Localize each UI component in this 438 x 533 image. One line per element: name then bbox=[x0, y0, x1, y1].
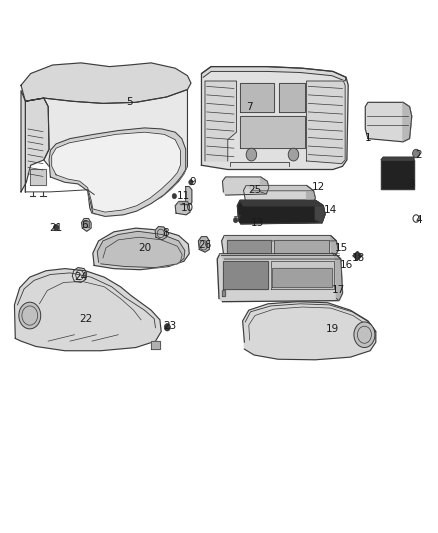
Circle shape bbox=[164, 324, 170, 331]
Text: 13: 13 bbox=[251, 219, 264, 228]
Text: 25: 25 bbox=[248, 185, 261, 195]
Polygon shape bbox=[271, 261, 334, 289]
Polygon shape bbox=[93, 228, 189, 270]
Text: 11: 11 bbox=[177, 191, 190, 200]
Text: 9: 9 bbox=[189, 177, 196, 187]
Polygon shape bbox=[353, 252, 362, 260]
Polygon shape bbox=[25, 90, 187, 216]
Polygon shape bbox=[217, 254, 343, 302]
Polygon shape bbox=[222, 236, 338, 257]
Polygon shape bbox=[307, 185, 315, 204]
Polygon shape bbox=[81, 219, 91, 231]
Polygon shape bbox=[222, 290, 225, 296]
Polygon shape bbox=[240, 200, 323, 206]
Polygon shape bbox=[335, 254, 343, 301]
Polygon shape bbox=[186, 187, 192, 205]
Polygon shape bbox=[49, 128, 186, 216]
Circle shape bbox=[53, 224, 59, 231]
Text: 20: 20 bbox=[138, 244, 151, 253]
Circle shape bbox=[246, 148, 257, 161]
Polygon shape bbox=[274, 240, 329, 253]
Polygon shape bbox=[381, 160, 414, 189]
Polygon shape bbox=[307, 81, 345, 164]
Polygon shape bbox=[201, 67, 346, 81]
Polygon shape bbox=[365, 102, 412, 142]
Text: 7: 7 bbox=[246, 102, 253, 111]
Polygon shape bbox=[179, 201, 189, 205]
Text: 22: 22 bbox=[79, 314, 92, 324]
Polygon shape bbox=[244, 185, 315, 205]
Polygon shape bbox=[52, 132, 180, 212]
Polygon shape bbox=[240, 116, 305, 148]
Text: 26: 26 bbox=[198, 240, 211, 250]
Text: 6: 6 bbox=[81, 220, 88, 230]
Polygon shape bbox=[97, 231, 185, 268]
Text: 21: 21 bbox=[49, 223, 63, 233]
Text: 15: 15 bbox=[335, 244, 348, 253]
Text: 8: 8 bbox=[162, 229, 169, 238]
Polygon shape bbox=[240, 83, 274, 112]
Polygon shape bbox=[246, 185, 314, 191]
Text: 17: 17 bbox=[332, 285, 345, 295]
Text: 23: 23 bbox=[163, 321, 177, 331]
Polygon shape bbox=[220, 254, 341, 259]
Circle shape bbox=[19, 302, 41, 329]
Text: 14: 14 bbox=[324, 205, 337, 215]
Polygon shape bbox=[83, 221, 89, 227]
Text: 10: 10 bbox=[180, 204, 194, 213]
Polygon shape bbox=[227, 240, 271, 253]
Polygon shape bbox=[223, 177, 269, 195]
Polygon shape bbox=[198, 237, 209, 252]
Text: 12: 12 bbox=[312, 182, 325, 192]
Polygon shape bbox=[72, 268, 87, 282]
Polygon shape bbox=[155, 227, 166, 240]
Polygon shape bbox=[21, 63, 191, 103]
Text: 4: 4 bbox=[415, 215, 422, 224]
Text: 2: 2 bbox=[415, 150, 422, 159]
Polygon shape bbox=[279, 83, 305, 112]
Polygon shape bbox=[14, 269, 161, 351]
Polygon shape bbox=[272, 268, 332, 287]
Polygon shape bbox=[237, 200, 325, 224]
Polygon shape bbox=[381, 157, 414, 160]
Polygon shape bbox=[243, 302, 376, 360]
Polygon shape bbox=[21, 91, 49, 192]
Circle shape bbox=[233, 217, 238, 223]
Circle shape bbox=[354, 322, 375, 348]
Text: 3: 3 bbox=[408, 179, 415, 189]
Text: 5: 5 bbox=[126, 98, 133, 107]
Polygon shape bbox=[205, 81, 237, 161]
Polygon shape bbox=[315, 200, 325, 223]
Text: 19: 19 bbox=[325, 325, 339, 334]
Text: 18: 18 bbox=[352, 253, 365, 263]
Polygon shape bbox=[30, 169, 46, 185]
Circle shape bbox=[288, 148, 299, 161]
Polygon shape bbox=[224, 236, 336, 241]
Polygon shape bbox=[223, 261, 268, 289]
Text: 24: 24 bbox=[74, 272, 88, 282]
Circle shape bbox=[189, 180, 193, 185]
Polygon shape bbox=[175, 201, 190, 215]
Polygon shape bbox=[261, 177, 269, 194]
Polygon shape bbox=[201, 67, 348, 169]
Polygon shape bbox=[403, 102, 412, 142]
Polygon shape bbox=[331, 236, 338, 256]
Text: 16: 16 bbox=[339, 260, 353, 270]
Polygon shape bbox=[151, 341, 160, 349]
Circle shape bbox=[413, 149, 420, 158]
Text: 1: 1 bbox=[364, 133, 371, 142]
Circle shape bbox=[172, 193, 177, 199]
